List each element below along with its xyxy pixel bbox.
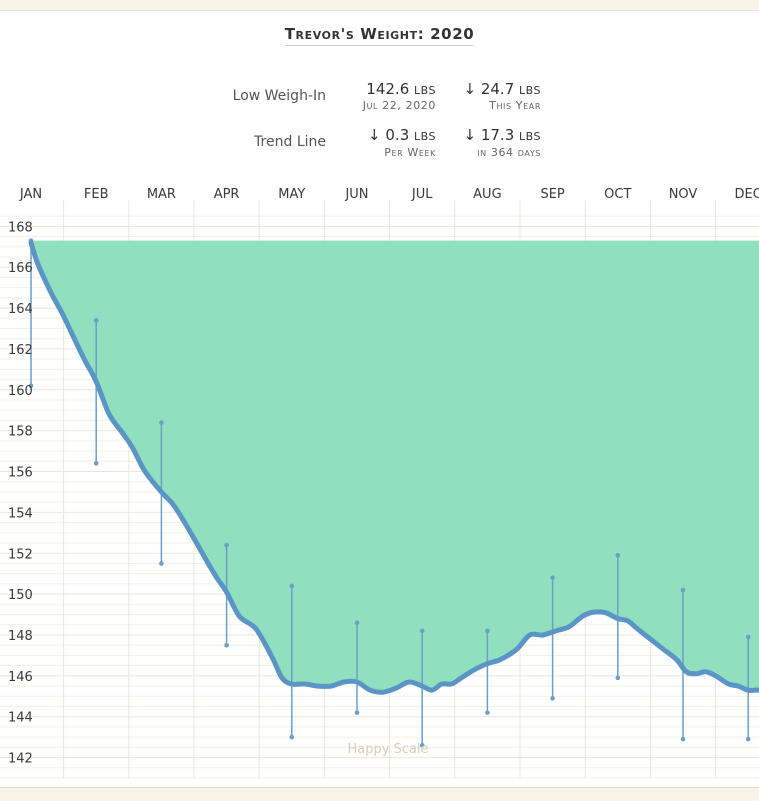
range-min-dot-apr <box>224 642 229 648</box>
trend-total-value: ↓ 17.3 lbs <box>464 126 542 144</box>
range-max-dot-mar <box>159 420 164 425</box>
year-change-caption: This Year <box>489 99 541 112</box>
trend-rate-caption: Per Week <box>384 146 436 159</box>
month-label-jul: JUL <box>411 187 433 202</box>
y-tick-156: 156 <box>8 466 33 481</box>
range-min-dot-nov <box>680 736 686 742</box>
month-label-oct: OCT <box>604 187 631 202</box>
y-tick-168: 168 <box>8 220 33 235</box>
y-tick-146: 146 <box>8 670 33 685</box>
range-min-dot-dec <box>745 736 751 742</box>
month-label-dec: DEC <box>735 187 759 202</box>
goal-area-fill <box>31 240 759 693</box>
trend-rate-number: ↓ 0.3 <box>368 126 410 144</box>
y-tick-150: 150 <box>8 588 33 603</box>
range-max-dot-may <box>289 583 295 589</box>
range-min-dot-sep <box>550 696 555 701</box>
range-max-dot-sep <box>550 575 555 581</box>
range-max-dot-apr <box>224 542 229 548</box>
range-min-dot-mar <box>159 561 164 566</box>
low-weigh-in-unit: lbs <box>414 84 436 97</box>
month-label-may: MAY <box>278 187 305 202</box>
month-label-nov: NOV <box>669 187 698 202</box>
y-tick-142: 142 <box>8 752 33 767</box>
y-tick-158: 158 <box>8 425 33 440</box>
month-label-apr: APR <box>214 187 240 202</box>
trend-total-caption: in 364 days <box>477 146 541 159</box>
y-tick-154: 154 <box>8 506 33 521</box>
trend-total-number: ↓ 17.3 <box>463 126 515 144</box>
trend-rate-unit: lbs <box>414 130 436 143</box>
trend-line-label: Trend Line <box>254 134 326 150</box>
y-tick-164: 164 <box>8 302 33 317</box>
trend-total-unit: lbs <box>519 130 541 143</box>
range-min-dot-aug <box>485 710 490 715</box>
top-band <box>0 0 759 11</box>
month-labels: JAN FEB MAR APR MAY JUN JUL AUG SEP OCT NOV DEC <box>19 187 759 202</box>
low-weigh-in-date: Jul 22, 2020 <box>362 99 436 112</box>
low-weigh-in-number: 142.6 <box>366 80 410 98</box>
month-label-sep: SEP <box>540 187 564 202</box>
range-max-dot-oct <box>615 552 621 558</box>
range-min-dot-may <box>289 734 295 740</box>
bottom-band <box>0 787 759 801</box>
range-min-dot-jan <box>28 383 34 389</box>
range-max-dot-dec <box>745 634 751 640</box>
month-label-feb: FEB <box>84 187 109 202</box>
chart-title: Trevor's Weight: 2020 <box>284 25 475 46</box>
y-axis-labels: 142 144 146 148 150 152 154 156 158 160 162 164 166 1… <box>8 220 33 766</box>
range-max-dot-feb <box>93 318 99 323</box>
range-min-dot-jul <box>419 743 425 748</box>
y-tick-160: 160 <box>8 384 33 399</box>
year-change-unit: lbs <box>519 84 541 97</box>
year-change-value: ↓ 24.7 lbs <box>464 80 542 98</box>
watermark: Happy Scale <box>347 742 428 757</box>
year-change-number: ↓ 24.7 <box>463 80 515 98</box>
goal-area <box>31 240 759 693</box>
y-tick-148: 148 <box>8 629 33 644</box>
stats-panel: Low Weigh-In 142.6 lbs Jul 22, 2020 ↓ 24… <box>0 78 759 168</box>
range-max-dot-nov <box>680 587 686 593</box>
trend-layer <box>28 240 759 695</box>
y-tick-152: 152 <box>8 547 33 562</box>
y-tick-162: 162 <box>8 343 33 358</box>
range-min-dot-oct <box>615 675 621 681</box>
month-label-jun: JUN <box>344 187 368 202</box>
month-label-jan: JAN <box>19 187 42 202</box>
low-weigh-in-label: Low Weigh-In <box>232 88 326 104</box>
trend-rate-value: ↓ 0.3 lbs <box>368 126 436 144</box>
range-max-dot-jul <box>419 628 425 634</box>
y-tick-144: 144 <box>8 711 33 726</box>
low-weigh-in-value: 142.6 lbs <box>366 80 436 98</box>
y-tick-166: 166 <box>8 261 33 276</box>
range-min-dot-feb <box>93 461 99 466</box>
range-min-dot-jun <box>354 710 360 715</box>
range-max-dot-aug <box>485 628 490 634</box>
chart-title-container: Trevor's Weight: 2020 <box>0 24 759 46</box>
trend-line <box>28 240 759 695</box>
range-max-dot-jun <box>354 620 360 626</box>
month-label-aug: AUG <box>473 187 501 202</box>
month-label-mar: MAR <box>147 187 176 202</box>
